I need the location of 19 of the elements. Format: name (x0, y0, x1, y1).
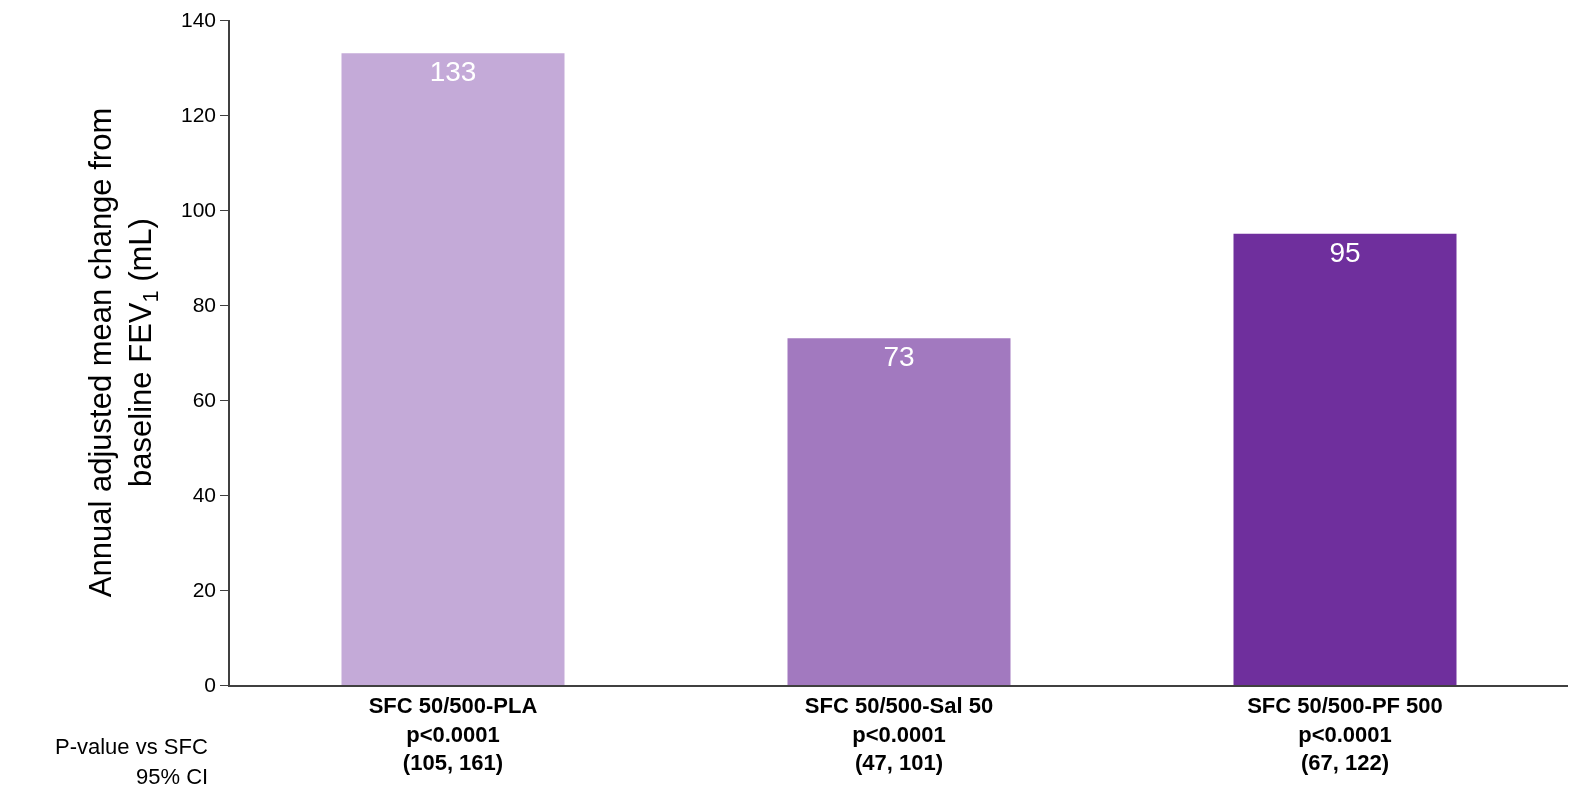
y-tick-label: 40 (192, 483, 217, 507)
bar (787, 338, 1011, 685)
data-label: 95 (1329, 236, 1361, 268)
data-label: 133 (429, 56, 477, 88)
x-tick-label: SFC 50/500-PF 500 p<0.0001 (67, 122) (1247, 693, 1443, 776)
x-tick-label: SFC 50/500-PLA p<0.0001 (105, 161) (368, 693, 538, 776)
text: P-value vs SFC (55, 734, 208, 759)
y-tick-label: 100 (181, 198, 217, 222)
y-tick-label: 60 (192, 388, 217, 412)
y-tick-label: 120 (181, 103, 217, 127)
x-tick-label: SFC 50/500-Sal 50 p<0.0001 (47, 101) (804, 693, 994, 776)
y-tick-label: 140 (181, 8, 217, 32)
y-tick-label: 80 (192, 293, 217, 317)
text: 95% CI (136, 764, 209, 789)
y-tick-label: 20 (192, 578, 217, 602)
bar (341, 53, 565, 685)
data-label: 73 (883, 341, 915, 373)
y-tick-label: 0 (204, 673, 217, 697)
bar (1233, 233, 1457, 685)
